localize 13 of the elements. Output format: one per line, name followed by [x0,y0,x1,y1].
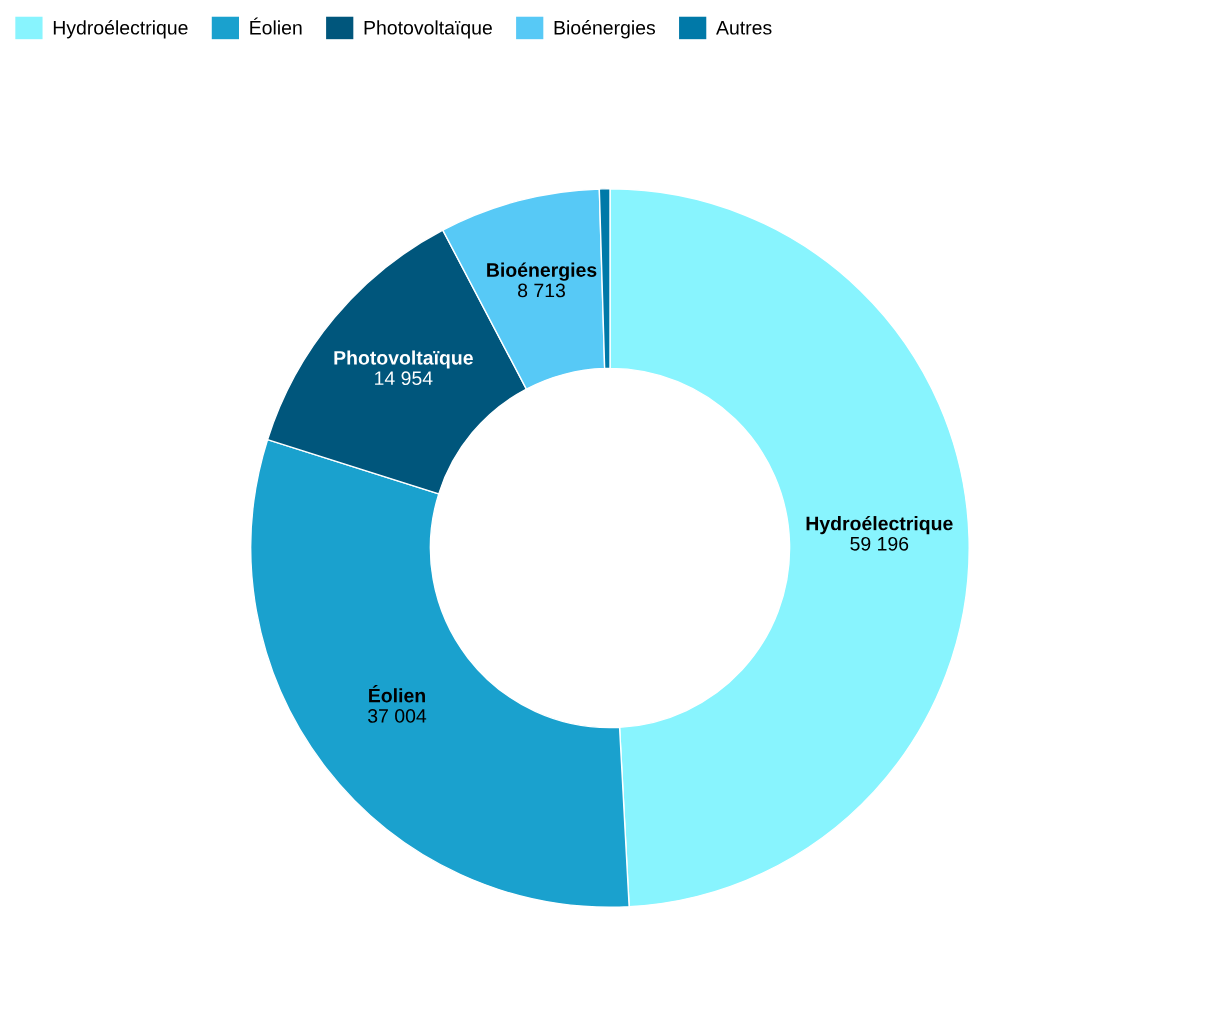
legend-label: Hydroélectrique [53,20,188,39]
slice-label: Bioénergies [487,262,597,281]
legend-label: Photovoltaïque [364,20,492,39]
slice-label: Éolien [369,685,425,703]
data-label: 59 196 [850,536,909,551]
data-label: 14 954 [375,371,433,386]
data-label: 8 713 [518,283,565,298]
slice-label: Hydroélectrique [806,515,953,535]
legend-label: Bioénergies [554,20,656,39]
slice-label: Photovoltaïque [334,350,473,369]
data-label: 37 004 [368,709,427,723]
legend-label: Éolien [250,17,302,35]
legend-label: Autres [716,21,772,35]
